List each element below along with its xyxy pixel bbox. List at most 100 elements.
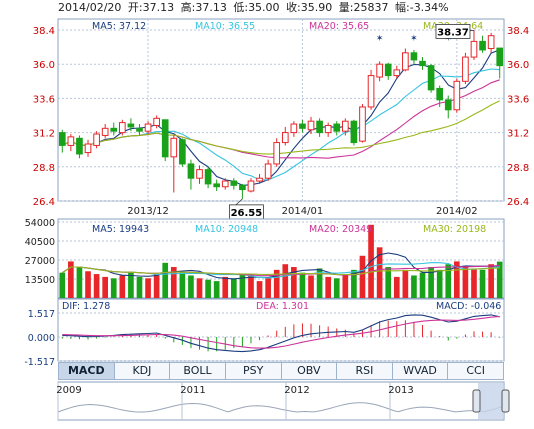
candle-body bbox=[376, 63, 383, 78]
candle-body bbox=[444, 99, 452, 111]
volume-legend-ma20: MA20: 20349 bbox=[309, 224, 372, 235]
high-label: 高: bbox=[181, 0, 196, 14]
price-tick-left: 28.8 bbox=[33, 163, 55, 174]
tab-rsi[interactable]: RSI bbox=[337, 363, 393, 379]
price-tick-right: 28.8 bbox=[507, 163, 529, 174]
candle-body bbox=[341, 120, 349, 132]
dif-legend: DIF: 1.278 bbox=[62, 301, 110, 312]
volume-bar bbox=[93, 274, 100, 298]
quote-date: 2014/02/20 bbox=[58, 1, 121, 14]
volume-bar bbox=[453, 261, 460, 298]
candle-body bbox=[161, 119, 169, 158]
volume-bar bbox=[436, 269, 443, 298]
volume-bar bbox=[273, 269, 280, 298]
volume-bar bbox=[496, 261, 503, 298]
candle-body bbox=[247, 180, 255, 192]
dif-line bbox=[62, 314, 500, 353]
volume-bar bbox=[462, 267, 469, 298]
candle-body bbox=[93, 133, 100, 146]
navigator-left-handle[interactable] bbox=[472, 389, 481, 413]
candle-body bbox=[316, 120, 323, 134]
volume-bar bbox=[119, 275, 126, 298]
volume-bar bbox=[222, 276, 229, 298]
candle-body bbox=[196, 169, 203, 179]
candle-body bbox=[299, 123, 306, 129]
candle-body bbox=[110, 127, 118, 132]
candle-body bbox=[324, 124, 332, 134]
volume-bar bbox=[76, 267, 83, 298]
volume-bar bbox=[351, 269, 357, 298]
volume-bar bbox=[162, 262, 169, 298]
volume-bar bbox=[325, 276, 332, 298]
volume-bar bbox=[393, 276, 400, 298]
volume-bar bbox=[205, 279, 211, 298]
tab-cci[interactable]: CCI bbox=[448, 363, 503, 379]
candle-body bbox=[170, 137, 178, 158]
close-label: 收: bbox=[286, 0, 301, 14]
volume-bar bbox=[419, 272, 426, 298]
tab-obv[interactable]: OBV bbox=[281, 363, 338, 379]
volume-bar bbox=[265, 278, 271, 298]
volume-bar bbox=[213, 281, 220, 298]
candle-body bbox=[470, 40, 478, 58]
price-tick-right: 33.6 bbox=[507, 94, 529, 105]
volume-bar bbox=[153, 274, 160, 298]
candle-body bbox=[453, 80, 461, 111]
price-annotation-label: 38.37 bbox=[437, 27, 469, 38]
volume-bar bbox=[239, 274, 246, 298]
candle-body bbox=[427, 65, 435, 91]
navigator-window bbox=[478, 383, 504, 419]
candle-body bbox=[350, 120, 358, 144]
volume-bar bbox=[256, 281, 263, 298]
volume-bar bbox=[359, 255, 366, 298]
candle-body bbox=[256, 177, 263, 182]
navigator-year-label: 2009 bbox=[56, 385, 81, 396]
volume-bar bbox=[179, 272, 186, 298]
volume-bar bbox=[110, 278, 117, 298]
signal-marker: ✶ bbox=[410, 34, 418, 44]
candle-body bbox=[496, 47, 504, 67]
volume-bar bbox=[102, 276, 109, 298]
price-ma5-line bbox=[62, 49, 500, 186]
volume-bar bbox=[136, 276, 143, 298]
candle-body bbox=[333, 123, 341, 132]
candle-body bbox=[410, 52, 418, 61]
price-tick-left: 36.0 bbox=[33, 60, 55, 71]
navigator-right-handle[interactable] bbox=[501, 389, 510, 413]
candle-body bbox=[290, 123, 298, 134]
close-value: 35.90 bbox=[301, 1, 333, 14]
tab-kdj[interactable]: KDJ bbox=[114, 363, 171, 379]
tab-boll[interactable]: BOLL bbox=[170, 363, 226, 379]
signal-marker: ✶ bbox=[376, 34, 384, 44]
high-value: 37.13 bbox=[195, 1, 227, 14]
price-legend-ma10: MA10: 36.55 bbox=[195, 21, 255, 32]
price-ma20-line bbox=[62, 79, 500, 159]
navigator-year-label: 2012 bbox=[284, 385, 309, 396]
volume-bar bbox=[170, 267, 177, 298]
candle-body bbox=[479, 40, 486, 51]
volume-bar bbox=[479, 269, 486, 298]
tab-wvad[interactable]: WVAD bbox=[392, 363, 449, 379]
tab-macd[interactable]: MACD bbox=[59, 363, 115, 379]
low-label: 低: bbox=[233, 1, 248, 14]
candle-body bbox=[273, 142, 281, 165]
volume-bar bbox=[230, 278, 237, 298]
candle-body bbox=[136, 127, 143, 132]
volume-bar bbox=[428, 267, 434, 298]
macd-tick: 0.000 bbox=[28, 333, 55, 344]
navigator-frame bbox=[57, 381, 505, 421]
price-tick-left: 31.2 bbox=[33, 129, 55, 140]
tab-psy[interactable]: PSY bbox=[225, 363, 282, 379]
date-tick-label: 2014/02 bbox=[436, 206, 478, 217]
candle-body bbox=[487, 35, 495, 50]
volume-bar bbox=[376, 247, 383, 298]
volume-tick: 13500 bbox=[25, 275, 55, 286]
candle-body bbox=[179, 139, 186, 165]
price-tick-left: 26.4 bbox=[33, 197, 55, 208]
candle-body bbox=[118, 122, 126, 134]
volume-bar bbox=[333, 278, 340, 298]
navigator-year-label: 2013 bbox=[388, 385, 413, 396]
candle-body bbox=[204, 169, 212, 185]
volume-value: 25837 bbox=[354, 1, 389, 14]
